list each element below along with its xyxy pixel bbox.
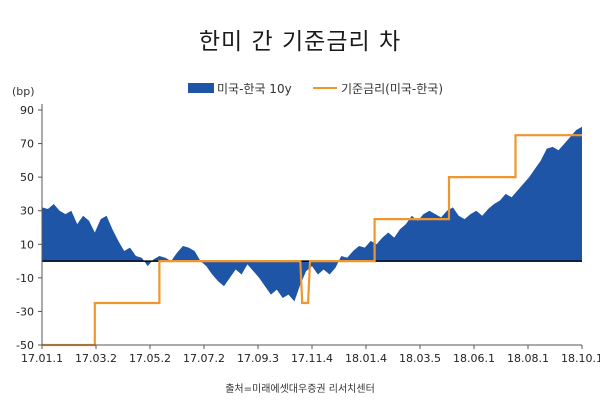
x-tick-label: 17.01.1 (21, 352, 63, 365)
y-tick-label: 50 (20, 171, 34, 184)
y-tick-label: -30 (16, 305, 34, 318)
line-series-group (42, 134, 582, 347)
step-line-series (42, 134, 582, 347)
x-tick-label: 18.01.4 (345, 352, 387, 365)
y-tick-label: 10 (20, 238, 34, 251)
source-note: 출처=미래에셋대우증권 리서치센터 (225, 384, 375, 395)
y-tick-label: 30 (20, 205, 34, 218)
chart-title: 한미 간 기준금리 차 (198, 29, 402, 55)
y-tick-label: -50 (16, 339, 34, 352)
x-tick-label: 17.03.2 (75, 352, 117, 365)
legend-label-area: 미국-한국 10y (217, 82, 292, 96)
area-series-path (42, 126, 582, 302)
x-tick-label: 17.07.2 (183, 352, 225, 365)
x-tick-label: 18.03.5 (399, 352, 441, 365)
x-tick-label: 17.11.4 (291, 352, 333, 365)
y-tick-label: -10 (16, 272, 34, 285)
x-tick-label: 17.09.3 (237, 352, 279, 365)
y-axis-unit-label: (bp) (12, 85, 35, 98)
x-tick-label: 18.08.1 (507, 352, 549, 365)
area-series-group (42, 126, 582, 302)
x-tick-label: 18.06.1 (453, 352, 495, 365)
legend-swatch-area (188, 83, 214, 93)
x-tick-label: 18.10.1 (561, 352, 600, 365)
y-tick-label: 90 (20, 104, 34, 117)
legend-swatch-line (313, 87, 337, 89)
y-tick-label: 70 (20, 138, 34, 151)
legend-label-line: 기준금리(미국-한국) (341, 82, 444, 96)
x-tick-label: 17.05.2 (129, 352, 171, 365)
